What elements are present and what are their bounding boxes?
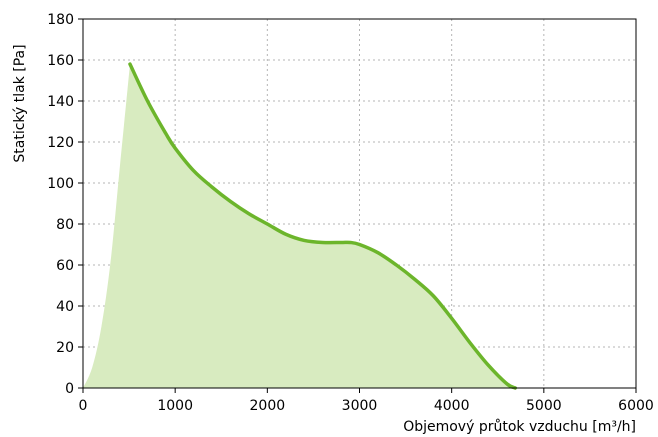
y-axis-title: Statický tlak [Pa] — [12, 44, 28, 162]
y-tick-label-5: 100 — [47, 176, 74, 192]
x-tick-label-5: 5000 — [526, 398, 562, 414]
y-tick-label-8: 160 — [47, 53, 74, 69]
y-tick-label-9: 180 — [47, 12, 74, 28]
axes — [78, 18, 637, 393]
x-tick-label-6: 6000 — [618, 398, 654, 414]
x-tick-label-4: 4000 — [434, 398, 470, 414]
x-tick-label-2: 2000 — [250, 398, 286, 414]
x-tick-label-3: 3000 — [342, 398, 378, 414]
x-tick-label-1: 1000 — [157, 398, 193, 414]
x-axis-title: Objemový průtok vzduchu [m³/h] — [403, 419, 636, 435]
y-tick-label-2: 40 — [56, 299, 74, 315]
y-tick-label-0: 0 — [65, 381, 74, 397]
y-tick-label-4: 80 — [56, 217, 74, 233]
y-tick-label-1: 20 — [56, 340, 74, 356]
y-tick-label-7: 140 — [47, 94, 74, 110]
y-tick-label-3: 60 — [56, 258, 74, 274]
operating-area-fill — [83, 64, 516, 388]
x-tick-label-0: 0 — [79, 398, 88, 414]
tick-labels: 0 1000 2000 3000 4000 5000 6000 0 20 40 60 80 100 120… — [47, 12, 654, 414]
y-tick-label-6: 120 — [47, 135, 74, 151]
pressure-curve-line — [128, 62, 518, 390]
